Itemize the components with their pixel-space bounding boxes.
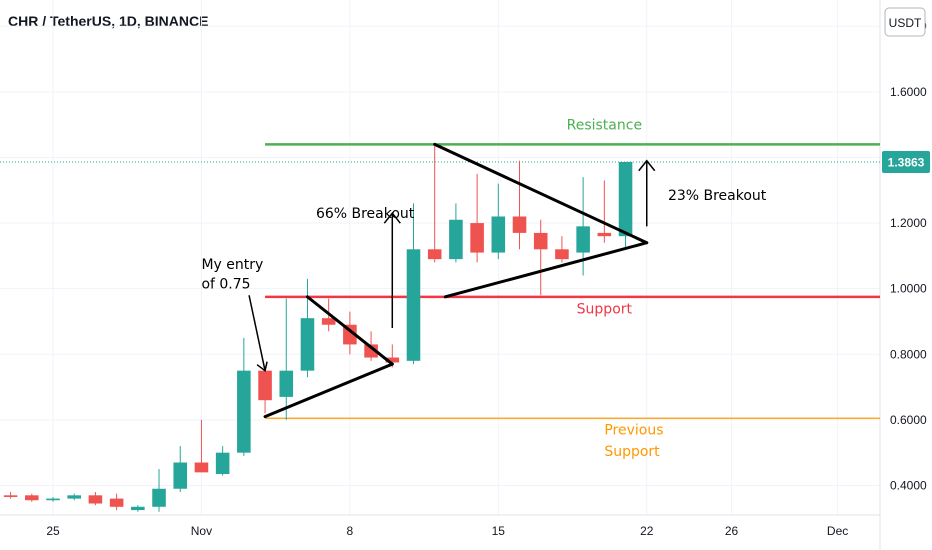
candle-body[interactable] [279,370,294,397]
candle-body[interactable] [152,488,166,507]
candle-body[interactable] [364,344,378,358]
currency-badge-label: USDT [889,16,922,30]
annotation-previous: Previous [604,423,663,439]
candle-body[interactable] [321,318,336,325]
trend-line [443,241,649,299]
trend-line [433,142,649,245]
entry-arrow [248,295,266,371]
candle-body[interactable] [131,506,145,511]
trend-line [305,295,394,366]
candle-body[interactable] [576,226,590,253]
annotation-of-0-75: of 0.75 [201,277,250,293]
candle-body[interactable] [385,357,400,363]
x-tick-label: 26 [725,524,739,538]
price-badge[interactable] [882,150,930,173]
candle-body[interactable] [46,498,60,501]
candle-body[interactable] [215,452,230,474]
annotation-23-breakout: 23% Breakout [668,188,767,204]
y-tick-label: 1.6000 [890,85,927,99]
y-tick-label: 0.6000 [890,413,927,427]
x-tick-label: 25 [46,524,60,538]
candle-body[interactable] [67,495,82,499]
candle-body[interactable] [427,249,442,260]
candle-body[interactable] [3,495,18,497]
annotation-support: Support [577,301,633,317]
breakout-arrow-head [383,212,401,224]
candle-body[interactable] [88,495,103,504]
candle-body[interactable] [555,249,569,260]
x-tick-label: Dec [827,524,848,538]
candle-body[interactable] [109,498,124,507]
annotation-66-breakout: 66% Breakout [316,206,415,222]
candle-body[interactable] [491,216,506,253]
candle-body[interactable] [258,370,272,401]
candle-body[interactable] [597,232,612,237]
y-tick-label: 0.8000 [890,347,927,361]
x-tick-label: 22 [640,524,654,538]
candle-body[interactable] [300,318,315,371]
candle-body[interactable] [406,249,421,361]
price-badge-label: 1.3863 [888,155,925,169]
x-tick-label: Nov [191,524,212,538]
candle-body[interactable] [470,223,484,253]
candle-body[interactable] [618,161,633,237]
y-tick-label: 0.4000 [890,478,927,492]
candle-body[interactable] [449,219,463,260]
candle-body[interactable] [25,495,39,501]
breakout-arrow-head [638,159,656,172]
x-tick-label: 8 [347,524,354,538]
price-axis [880,0,932,550]
annotation-my-entry: My entry [201,257,263,273]
y-tick-label: 1.0000 [890,282,927,296]
candle-body[interactable] [194,462,209,473]
y-tick-label: 1.2000 [890,216,927,230]
chart-title: CHR / TetherUS, 1D, BINANCE [8,13,209,29]
candle-body[interactable] [512,216,527,233]
trend-line [263,362,394,419]
entry-arrow-head [256,361,268,372]
annotation-support: Support [604,444,660,460]
candle-body[interactable] [237,370,251,453]
x-tick-label: 15 [492,524,506,538]
currency-badge[interactable] [884,7,926,37]
annotation-resistance: Resistance [567,118,642,134]
candle-body[interactable] [173,462,188,489]
candle-body[interactable] [533,232,548,250]
